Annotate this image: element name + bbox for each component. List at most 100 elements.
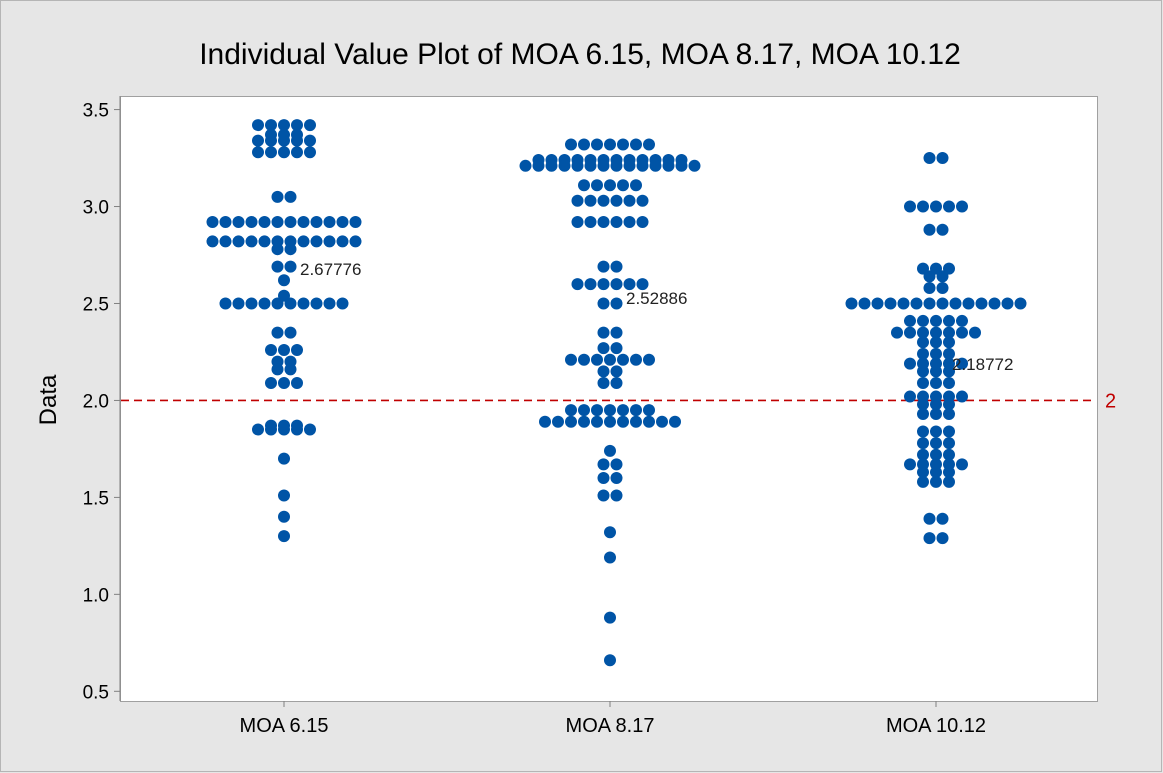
data-point — [610, 194, 623, 207]
data-point — [930, 347, 942, 360]
data-point — [336, 297, 349, 310]
data-point — [565, 404, 577, 417]
data-point — [578, 179, 590, 192]
data-point — [597, 297, 610, 310]
data-point — [597, 458, 610, 471]
data-point — [904, 200, 916, 213]
data-point — [917, 408, 929, 421]
data-point — [604, 654, 616, 667]
data-point — [545, 159, 558, 172]
data-point — [206, 235, 219, 248]
data-point — [988, 297, 1001, 310]
y-tick-label: 2.5 — [83, 294, 109, 315]
data-point — [643, 415, 655, 428]
data-point — [904, 326, 916, 339]
data-point — [219, 297, 232, 310]
data-point — [604, 404, 616, 417]
y-tick-label: 3.5 — [83, 101, 109, 122]
data-point — [597, 159, 610, 172]
data-point — [917, 425, 929, 438]
data-point — [630, 415, 642, 428]
data-point — [617, 138, 629, 151]
data-point — [949, 297, 962, 310]
x-tick-label: MOA 6.15 — [240, 715, 329, 737]
data-point — [943, 425, 955, 438]
data-point — [539, 415, 551, 428]
data-point — [310, 297, 323, 310]
data-point — [923, 281, 936, 294]
data-point — [265, 344, 277, 357]
data-point — [604, 444, 616, 457]
data-point — [271, 363, 284, 376]
data-point — [936, 281, 949, 294]
data-point — [219, 216, 232, 229]
data-point — [917, 347, 929, 360]
data-point — [923, 297, 936, 310]
data-point — [291, 423, 303, 436]
data-point — [623, 194, 636, 207]
data-point — [675, 159, 688, 172]
data-point — [284, 243, 297, 256]
data-point — [688, 159, 701, 172]
data-point — [930, 398, 942, 411]
data-point — [917, 314, 929, 327]
data-point — [636, 278, 649, 291]
data-point — [297, 235, 310, 248]
data-point — [597, 216, 610, 229]
data-point — [884, 297, 897, 310]
data-point — [597, 365, 610, 378]
data-point — [304, 146, 316, 159]
data-point — [604, 551, 616, 564]
data-point — [284, 326, 297, 339]
data-point — [558, 159, 571, 172]
data-point — [930, 326, 942, 339]
data-point — [930, 314, 942, 327]
data-point — [265, 376, 277, 389]
y-tick-label: 0.5 — [83, 682, 109, 703]
data-point — [930, 376, 942, 389]
data-point — [891, 326, 903, 339]
data-point — [610, 376, 623, 389]
data-point — [245, 235, 258, 248]
data-point — [623, 159, 636, 172]
data-point — [917, 475, 929, 488]
data-point — [610, 260, 623, 273]
data-point — [923, 152, 936, 165]
data-point — [1014, 297, 1027, 310]
data-point — [278, 452, 290, 465]
data-point — [271, 243, 284, 256]
data-point — [323, 235, 336, 248]
data-point — [252, 423, 264, 436]
data-point — [643, 404, 655, 417]
data-point — [584, 194, 597, 207]
data-point — [265, 134, 277, 147]
data-point — [930, 437, 942, 450]
data-point — [278, 274, 290, 287]
data-point — [604, 179, 616, 192]
data-point — [930, 466, 942, 479]
data-point — [206, 216, 219, 229]
data-point — [610, 216, 623, 229]
data-point — [291, 376, 303, 389]
data-point — [310, 216, 323, 229]
data-point — [291, 134, 303, 147]
data-point — [284, 260, 297, 273]
data-point — [604, 353, 616, 366]
data-point — [284, 190, 297, 203]
data-point — [630, 404, 642, 417]
data-point — [610, 278, 623, 291]
data-point — [591, 353, 603, 366]
data-point — [930, 475, 942, 488]
data-point — [591, 179, 603, 192]
data-point — [604, 415, 616, 428]
data-point — [519, 159, 532, 172]
data-point — [597, 472, 610, 485]
data-point — [617, 353, 629, 366]
data-point — [930, 425, 942, 438]
data-point — [604, 611, 616, 624]
data-point — [917, 376, 929, 389]
data-point — [258, 297, 271, 310]
data-point — [597, 342, 610, 355]
data-point — [304, 119, 316, 132]
reference-line-label: 2 — [1105, 390, 1116, 412]
